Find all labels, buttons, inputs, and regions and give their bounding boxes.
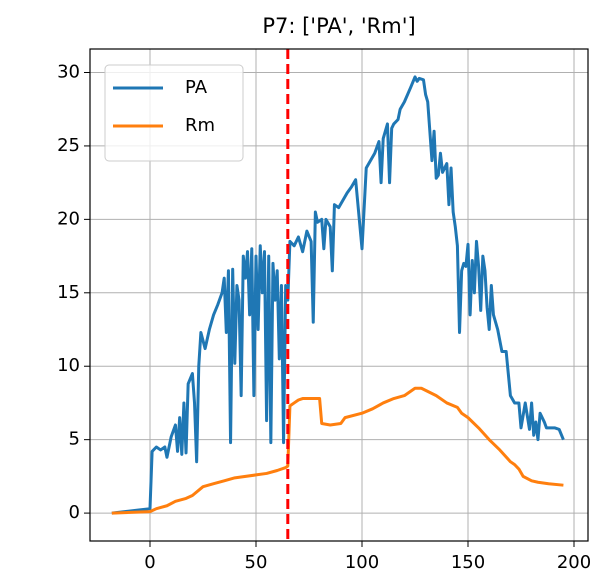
x-tick-label: 50	[245, 552, 268, 573]
chart-title: P7: ['PA', 'Rm']	[262, 14, 415, 38]
legend-label: PA	[185, 77, 208, 98]
legend-box	[104, 64, 244, 162]
x-tick-label: 200	[557, 552, 591, 573]
y-tick-label: 15	[57, 282, 80, 303]
line-series	[111, 386, 564, 515]
legend-label: Rm	[185, 115, 215, 136]
y-tick-label: 20	[57, 208, 80, 229]
plot-frame	[89, 48, 589, 542]
y-tick-label: 25	[57, 135, 80, 156]
y-tick-label: 5	[69, 429, 80, 450]
y-tick-label: 30	[57, 61, 80, 82]
y-tick-label: 10	[57, 355, 80, 376]
line-series	[111, 75, 565, 515]
x-tick-label: 150	[451, 552, 485, 573]
x-tick-label: 100	[345, 552, 379, 573]
x-tick-label: 0	[144, 552, 155, 573]
y-tick-label: 0	[69, 502, 80, 523]
